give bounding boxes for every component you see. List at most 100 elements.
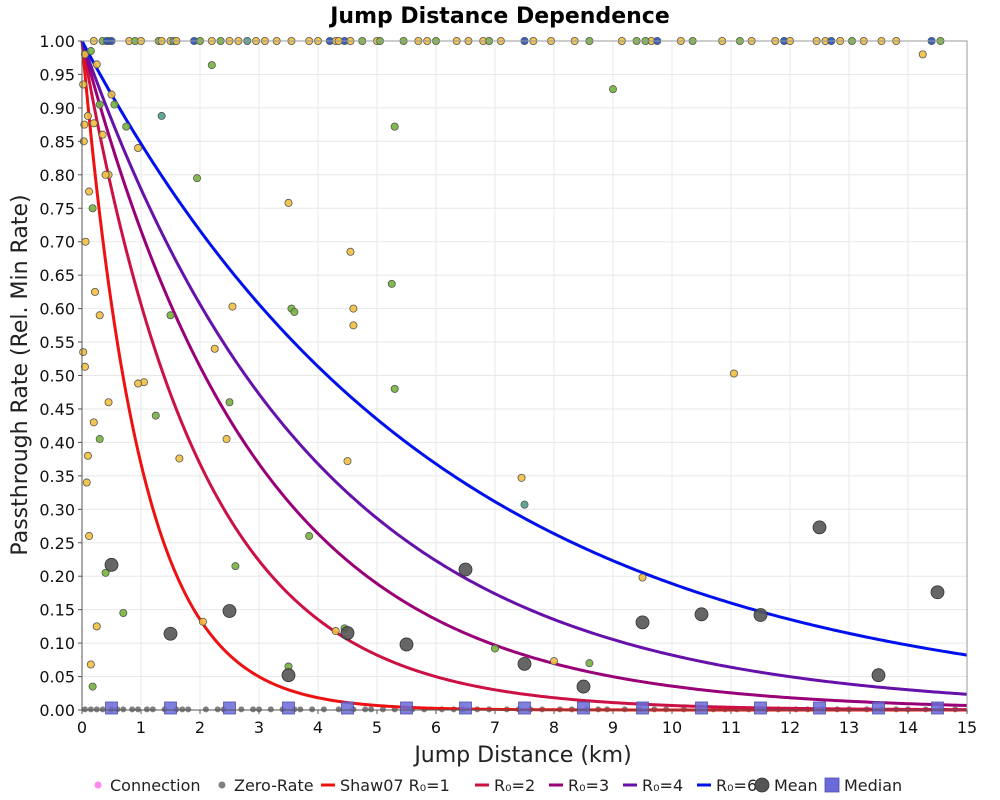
connection-point xyxy=(88,204,97,213)
legend-mean-swatch xyxy=(754,777,770,793)
connection-point xyxy=(729,369,738,378)
mean-marker xyxy=(340,626,355,640)
legend-curve-r3-label: R₀=3 xyxy=(568,776,609,795)
curve-line xyxy=(80,40,968,707)
connection-point xyxy=(157,111,166,120)
zero-rate-point xyxy=(309,706,316,713)
zero-rate-point xyxy=(93,706,100,713)
curve-line xyxy=(80,40,968,657)
connection-point xyxy=(82,478,91,487)
connection-point xyxy=(550,657,559,666)
connection-point xyxy=(517,473,526,482)
legend-curve-r2-label: R₀=2 xyxy=(494,776,535,795)
median-marker xyxy=(754,701,767,715)
connection-point xyxy=(390,122,399,131)
connection-point xyxy=(198,617,207,626)
zero-rate-point xyxy=(120,706,127,713)
zero-rate-point xyxy=(87,706,94,713)
zero-rate-point xyxy=(250,706,257,713)
zero-rate-point xyxy=(256,706,262,713)
connection-point xyxy=(175,454,184,463)
connection-point xyxy=(343,457,352,466)
connection-point xyxy=(346,247,355,256)
x-tick-label: 4 xyxy=(313,718,323,737)
connection-point xyxy=(207,61,216,70)
connection-point xyxy=(101,170,110,179)
connection-point xyxy=(284,198,293,207)
connection-point xyxy=(151,411,160,420)
connection-point xyxy=(609,85,618,94)
connection-point xyxy=(331,627,340,636)
x-axis-label: Jump Distance (km) xyxy=(412,743,631,768)
y-tick-label: 0.20 xyxy=(39,567,75,586)
connection-point xyxy=(98,130,107,139)
connection-point xyxy=(104,398,113,407)
connection-point xyxy=(387,279,396,288)
x-tick-label: 8 xyxy=(549,718,559,737)
legend-curve-r4-label: R₀=4 xyxy=(642,776,683,795)
connection-point xyxy=(86,47,95,56)
median-series xyxy=(105,701,944,715)
median-marker xyxy=(931,701,944,715)
y-tick-label: 0.85 xyxy=(39,132,75,151)
x-tick-label: 6 xyxy=(431,718,441,737)
connection-point xyxy=(193,174,202,183)
connection-point xyxy=(83,451,92,460)
connection-point xyxy=(79,80,88,89)
connection-point xyxy=(225,398,234,407)
connection-point xyxy=(231,562,240,571)
connection-point xyxy=(88,682,97,691)
connection-point xyxy=(101,568,110,577)
connection-point xyxy=(95,435,104,444)
grid xyxy=(81,40,968,711)
connection-point xyxy=(107,90,116,99)
x-tick-label: 0 xyxy=(77,718,87,737)
mean-marker xyxy=(635,615,650,630)
legend-zero-rate-label: Zero-Rate xyxy=(234,776,314,795)
y-tick-label: 0.45 xyxy=(39,400,75,419)
connection-point xyxy=(79,348,88,357)
x-tick-label: 15 xyxy=(957,718,977,737)
y-tick-label: 0.35 xyxy=(39,467,75,486)
y-tick-label: 0.65 xyxy=(39,266,75,285)
legend-connection-swatch xyxy=(94,781,102,789)
legend-median-label: Median xyxy=(844,776,902,795)
median-marker xyxy=(695,701,708,715)
x-tick-label: 1 xyxy=(136,718,146,737)
y-tick-label: 0.80 xyxy=(39,166,75,185)
mean-marker xyxy=(517,656,532,671)
zero-rate-point xyxy=(320,706,327,713)
connection-point xyxy=(122,122,131,131)
y-tick-label: 0.10 xyxy=(39,634,75,653)
zero-rate-point xyxy=(267,706,274,713)
y-tick-label: 0.75 xyxy=(39,199,75,218)
x-tick-label: 12 xyxy=(780,718,800,737)
median-marker xyxy=(872,701,885,715)
connection-point xyxy=(92,622,101,631)
legend-curve-r1-label: Shaw07 R₀=1 xyxy=(340,776,450,795)
legend-connection-label: Connection xyxy=(110,776,201,795)
y-tick-label: 0.60 xyxy=(39,300,75,319)
connection-point xyxy=(85,532,94,541)
mean-marker xyxy=(458,562,473,577)
zero-rate-point xyxy=(179,706,186,713)
median-marker xyxy=(459,701,472,715)
zero-rate-point xyxy=(379,706,386,713)
median-marker xyxy=(282,701,295,715)
mean-marker xyxy=(399,637,414,652)
connection-point xyxy=(86,660,95,669)
median-marker xyxy=(341,701,354,715)
connection-point xyxy=(349,321,358,330)
zero-rate-point xyxy=(297,706,304,713)
zero-rate-point xyxy=(149,706,156,713)
y-tick-label: 0.90 xyxy=(39,99,75,118)
zero-rate-point xyxy=(335,706,342,713)
median-marker xyxy=(518,701,531,715)
x-tick-label: 2 xyxy=(195,718,205,737)
y-axis-ticks: 0.00 0.05 0.10 0.15 0.20 0.25 0.30 0.35 0.40 0.45… xyxy=(39,32,82,720)
connection-point xyxy=(92,60,101,69)
mean-marker xyxy=(694,607,709,622)
connection-point xyxy=(210,344,219,353)
y-tick-label: 1.00 xyxy=(39,32,75,51)
connection-point xyxy=(585,659,594,668)
